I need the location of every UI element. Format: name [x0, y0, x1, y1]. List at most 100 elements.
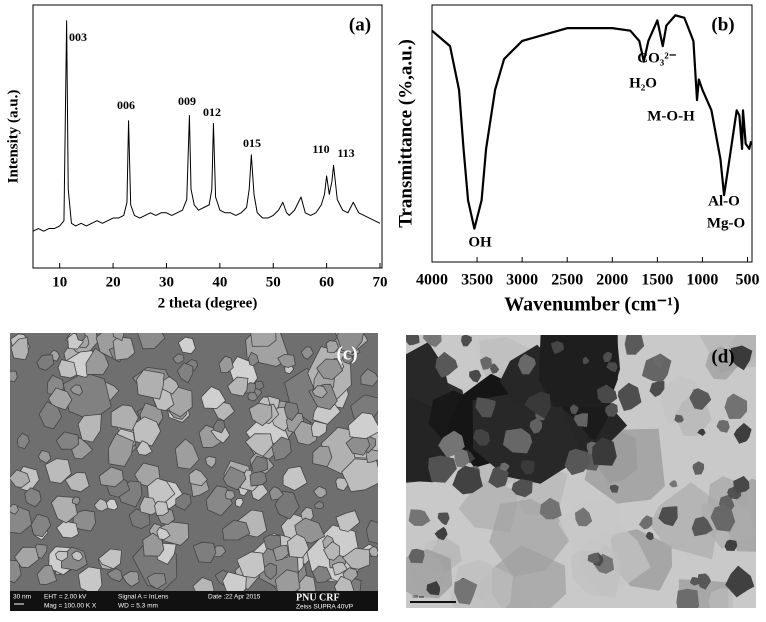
- grain: [37, 449, 52, 464]
- grain: [71, 550, 84, 562]
- grain: [212, 419, 226, 434]
- grain: [112, 336, 136, 361]
- particle: [461, 335, 472, 347]
- x-tick-label: 3500: [461, 272, 493, 289]
- particle: [617, 382, 642, 411]
- grain: [283, 401, 300, 422]
- particle: [638, 515, 653, 530]
- x-tick-label: 3000: [506, 272, 538, 289]
- x-tick-label: 500: [735, 272, 759, 289]
- grain: [55, 431, 80, 450]
- grain: [188, 468, 208, 487]
- grain: [274, 490, 300, 520]
- particle: [705, 346, 739, 380]
- particle: [582, 356, 590, 365]
- particle: [708, 588, 733, 608]
- x-tick-label: 50: [266, 274, 281, 290]
- particle: [480, 356, 492, 370]
- peak-annotation: H₂O: [629, 75, 657, 91]
- panel-label: (b): [711, 14, 734, 35]
- particle: [730, 345, 753, 371]
- particle: [605, 402, 618, 417]
- particle: [692, 461, 705, 475]
- grain: [247, 391, 259, 402]
- particle: [437, 512, 450, 526]
- particle: [454, 578, 478, 605]
- particle: [452, 465, 483, 495]
- particle: [575, 507, 593, 527]
- peak-annotation: Al-O: [708, 193, 740, 209]
- grain: [36, 565, 58, 585]
- grain: [13, 546, 40, 569]
- particle: [475, 397, 496, 418]
- peak-annotation: 113: [337, 146, 354, 160]
- grain: [106, 568, 124, 582]
- grain: [57, 359, 78, 379]
- grain: [365, 519, 378, 544]
- grain: [311, 565, 332, 583]
- grain: [227, 376, 249, 397]
- particle: [503, 428, 533, 454]
- particle: [606, 362, 618, 373]
- particle: [472, 429, 490, 446]
- grain: [225, 489, 236, 500]
- grain: [30, 513, 52, 538]
- particle: [488, 466, 509, 488]
- grain: [300, 346, 314, 360]
- grain: [222, 519, 251, 541]
- particle: [689, 388, 712, 410]
- grain: [112, 333, 125, 342]
- y-axis-label: Intensity (a.u.): [5, 90, 21, 184]
- grain: [97, 548, 123, 570]
- data-line: [32, 20, 381, 232]
- particle: [564, 448, 591, 476]
- particle: [609, 484, 619, 493]
- particle: [596, 384, 618, 404]
- particle: [520, 460, 535, 475]
- grain: [268, 486, 284, 501]
- particle: [697, 428, 706, 436]
- grain: [200, 386, 227, 409]
- grain: [36, 354, 55, 371]
- grain: [272, 544, 290, 562]
- grain: [69, 384, 84, 396]
- particle: [645, 531, 654, 541]
- particle: [570, 404, 579, 415]
- sem-image: [10, 333, 378, 611]
- particle: [624, 335, 645, 355]
- grain: [48, 387, 73, 411]
- peak-annotation: 012: [203, 105, 221, 119]
- x-axis-label: Wavenumber (cm⁻¹): [504, 294, 680, 316]
- particle: [733, 422, 752, 444]
- particle: [550, 340, 565, 354]
- particle: [438, 430, 465, 458]
- grain: [336, 333, 365, 354]
- grain: [55, 550, 69, 562]
- grain: [316, 358, 344, 380]
- particle: [587, 552, 600, 564]
- sem-info: PNU CRF: [296, 592, 340, 603]
- particle: [710, 504, 736, 532]
- peak-annotation: 006: [117, 98, 135, 112]
- particle: [592, 437, 617, 466]
- grain: [107, 433, 134, 467]
- x-tick-label: 60: [319, 274, 334, 290]
- particle: [454, 449, 470, 467]
- grain: [347, 412, 378, 440]
- grain: [10, 337, 29, 361]
- particle: [724, 393, 748, 419]
- plot-frame: [32, 4, 383, 269]
- grain: [10, 370, 18, 382]
- grain: [56, 520, 79, 539]
- particle: [517, 353, 536, 375]
- grain: [249, 469, 268, 487]
- grain: [136, 369, 165, 400]
- sem-info: EHT = 2.00 kV: [44, 594, 87, 601]
- grain: [335, 477, 349, 492]
- particle: [652, 354, 665, 368]
- particle: [408, 509, 431, 526]
- grain: [10, 503, 19, 515]
- grain: [365, 448, 378, 464]
- grain: [177, 336, 196, 355]
- particle: [733, 475, 750, 494]
